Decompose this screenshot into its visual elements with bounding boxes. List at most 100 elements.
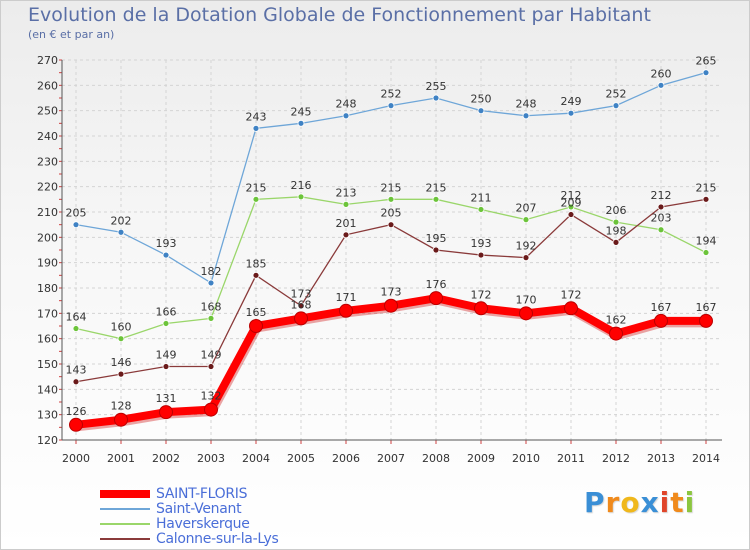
x-tick-label: 2006 — [332, 452, 360, 465]
data-label: 211 — [471, 191, 492, 204]
chart-subtitle: (en € et par an) — [28, 28, 115, 41]
y-tick-label: 250 — [37, 105, 58, 118]
data-label: 176 — [426, 278, 447, 291]
data-label: 212 — [651, 189, 672, 202]
data-point — [294, 311, 308, 326]
data-label: 206 — [606, 204, 627, 217]
data-point — [117, 335, 125, 343]
y-tick-label: 260 — [37, 79, 58, 92]
data-point — [117, 370, 125, 378]
data-label: 160 — [111, 321, 132, 334]
series-saint-venant: 205 202 193 182 243 245 248 252 255 250 248 249 252 2… — [66, 55, 717, 287]
data-label: 170 — [516, 293, 537, 306]
data-label: 167 — [696, 301, 717, 314]
data-label: 198 — [606, 224, 627, 237]
data-point — [69, 417, 83, 432]
y-tick-label: 190 — [37, 257, 58, 270]
y-tick-label: 210 — [37, 206, 58, 219]
y-tick-label: 180 — [37, 282, 58, 295]
legend-label: SAINT-FLORIS — [156, 486, 248, 502]
data-label: 149 — [156, 349, 177, 362]
x-tick-label: 2004 — [242, 452, 270, 465]
data-point — [564, 301, 578, 316]
data-point — [522, 216, 530, 224]
data-point — [654, 313, 668, 328]
data-point — [159, 405, 173, 420]
data-label: 216 — [291, 179, 312, 192]
data-label: 248 — [516, 98, 537, 111]
data-point — [162, 320, 170, 327]
data-label: 205 — [381, 207, 402, 220]
x-tick-label: 2010 — [512, 452, 540, 465]
data-point — [432, 94, 440, 102]
logo-letter: t — [670, 486, 685, 519]
data-label: 215 — [381, 181, 402, 194]
data-label: 171 — [336, 291, 357, 304]
data-point — [612, 102, 620, 109]
x-tick-label: 2003 — [197, 452, 225, 465]
data-label: 243 — [246, 110, 267, 123]
data-label: 207 — [516, 202, 537, 215]
x-tick-label: 2002 — [152, 452, 180, 465]
proxiti-logo: Proxiti — [584, 486, 695, 519]
x-tick-label: 2011 — [557, 452, 585, 465]
data-point — [252, 271, 260, 279]
data-label: 252 — [381, 88, 402, 101]
data-point — [522, 112, 530, 120]
x-tick-label: 2009 — [467, 452, 495, 465]
data-point — [477, 251, 485, 259]
data-point — [387, 221, 395, 229]
series-haverskerque: 164 160 166 168 215 216 213 215 215 211 207 212 206 2… — [66, 179, 717, 343]
x-tick-label: 2007 — [377, 452, 405, 465]
data-point — [702, 249, 710, 256]
data-label: 250 — [471, 93, 492, 106]
data-point — [567, 203, 575, 211]
data-point — [474, 301, 488, 316]
legend-label: Saint-Venant — [156, 501, 242, 517]
data-point — [387, 195, 395, 203]
x-tick-label: 2014 — [692, 452, 720, 465]
data-label: 194 — [696, 235, 717, 248]
data-point — [207, 279, 215, 287]
data-point — [72, 378, 80, 386]
data-label: 172 — [471, 288, 492, 301]
data-label: 167 — [651, 301, 672, 314]
data-label: 193 — [471, 237, 492, 250]
data-label: 126 — [66, 405, 87, 418]
data-label: 162 — [606, 314, 627, 327]
x-tick-label: 2013 — [647, 452, 675, 465]
x-tick-label: 2008 — [422, 452, 450, 465]
data-point — [612, 218, 620, 226]
x-tick-label: 2001 — [107, 452, 135, 465]
data-point — [612, 238, 620, 246]
data-point — [702, 69, 710, 77]
data-label: 168 — [201, 300, 222, 313]
data-point — [342, 112, 350, 120]
data-label: 165 — [246, 306, 267, 319]
data-label: 209 — [561, 197, 582, 210]
data-label: 173 — [381, 286, 402, 299]
series-saint-floris: 126 128 131 132 165 168 171 173 176 172 170 172 162 1… — [66, 278, 717, 432]
data-point — [249, 319, 263, 333]
data-point — [342, 231, 350, 239]
data-label: 215 — [696, 181, 717, 194]
y-tick-label: 220 — [37, 181, 58, 194]
data-label: 192 — [516, 240, 537, 253]
data-point — [114, 412, 128, 427]
data-label: 193 — [156, 237, 177, 250]
data-point — [609, 326, 623, 341]
data-label: 185 — [246, 257, 267, 270]
data-point — [207, 363, 215, 370]
data-point — [117, 228, 125, 236]
data-label: 172 — [561, 288, 582, 301]
data-point — [384, 298, 398, 313]
data-point — [477, 107, 485, 115]
data-point — [432, 195, 440, 203]
legend-swatch — [100, 508, 150, 510]
data-label: 252 — [606, 88, 627, 101]
data-label: 245 — [291, 105, 312, 118]
data-label: 146 — [111, 356, 132, 369]
data-point — [429, 291, 443, 306]
